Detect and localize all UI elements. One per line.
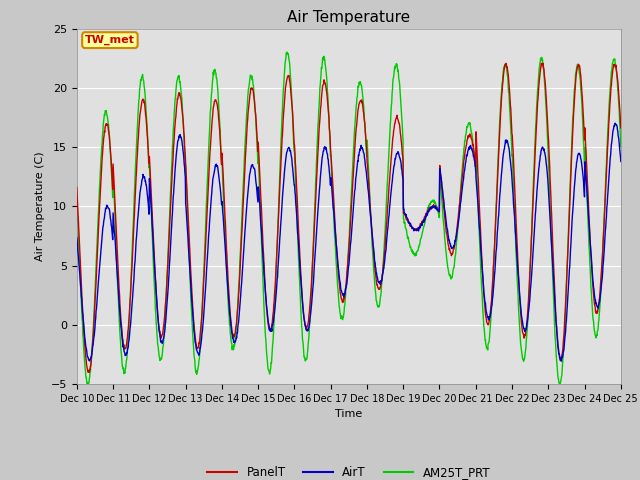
AirT <box>73 235 81 240</box>
PanelT <box>73 185 81 191</box>
AM25T_PRT <box>255 163 262 168</box>
AM25T_PRT <box>556 382 564 387</box>
Line: AM25T_PRT: AM25T_PRT <box>77 52 621 384</box>
AirT <box>504 142 512 147</box>
PanelT <box>434 207 442 213</box>
AM25T_PRT <box>553 357 561 362</box>
AirT <box>180 164 188 169</box>
AirT <box>552 321 560 326</box>
AirT <box>617 159 625 165</box>
AM25T_PRT <box>617 144 625 150</box>
PanelT <box>538 60 545 66</box>
AM25T_PRT <box>283 49 291 55</box>
PanelT <box>553 329 561 335</box>
Text: TW_met: TW_met <box>85 35 135 45</box>
AM25T_PRT <box>73 197 81 203</box>
AirT <box>194 349 202 355</box>
PanelT <box>85 370 93 375</box>
AM25T_PRT <box>505 88 513 94</box>
PanelT <box>181 147 189 153</box>
Line: AirT: AirT <box>77 123 621 361</box>
Title: Air Temperature: Air Temperature <box>287 10 410 25</box>
AirT <box>255 186 262 192</box>
PanelT <box>195 344 202 350</box>
Legend: PanelT, AirT, AM25T_PRT: PanelT, AirT, AM25T_PRT <box>203 461 495 480</box>
X-axis label: Time: Time <box>335 409 362 419</box>
PanelT <box>505 76 513 82</box>
AM25T_PRT <box>194 367 202 372</box>
AirT <box>557 358 565 364</box>
PanelT <box>617 125 625 131</box>
AirT <box>433 206 441 212</box>
AirT <box>611 120 619 126</box>
AM25T_PRT <box>434 208 442 214</box>
PanelT <box>255 156 263 162</box>
Line: PanelT: PanelT <box>77 63 621 372</box>
Y-axis label: Air Temperature (C): Air Temperature (C) <box>35 152 45 261</box>
AM25T_PRT <box>180 148 188 154</box>
